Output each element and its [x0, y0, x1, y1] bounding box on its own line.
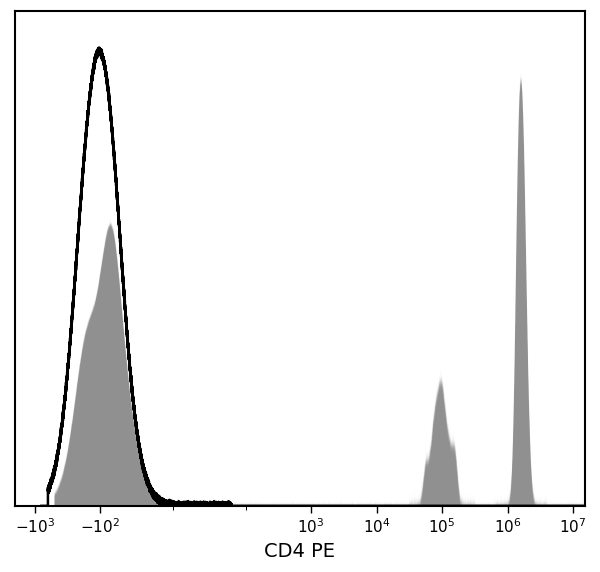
X-axis label: CD4 PE: CD4 PE — [265, 542, 335, 561]
